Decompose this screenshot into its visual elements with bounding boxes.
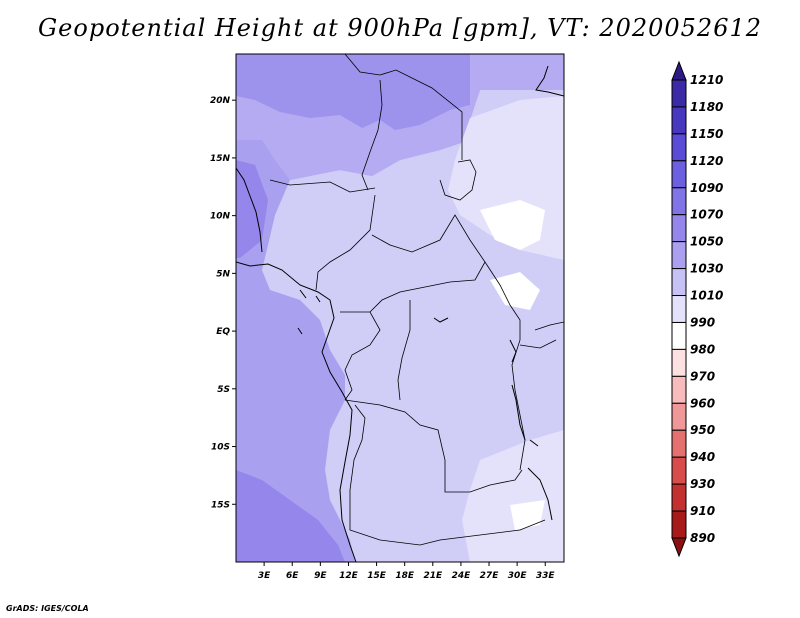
colorbar-cell <box>671 268 687 297</box>
x-tick-label: 21E <box>423 571 443 581</box>
colorbar-label: 1050 <box>690 235 723 249</box>
field-zone-ocean-deep <box>236 160 345 562</box>
x-tick-label: 12E <box>339 571 359 581</box>
coastline <box>236 261 357 562</box>
lakes <box>297 289 553 521</box>
country-borders <box>269 54 564 546</box>
colorbar-label: 1180 <box>690 100 723 114</box>
colorbar-cell <box>671 348 687 377</box>
colorbar-label: 890 <box>690 531 715 545</box>
colorbar-label: 960 <box>690 396 715 410</box>
colorbar-cell <box>671 214 687 243</box>
colorbar-cell <box>671 483 687 512</box>
chart-title: Geopotential Height at 900hPa [gpm], VT:… <box>38 14 762 42</box>
x-axis: 3E 6E 9E 12E 15E 18E 21E 24E 27E 30E 33E <box>258 562 556 581</box>
colorbar-label: 940 <box>690 450 715 464</box>
colorbar-cell <box>671 321 687 350</box>
colorbar-label: 1120 <box>690 154 723 168</box>
colorbar-cell <box>671 106 687 135</box>
political-boundaries <box>236 54 564 562</box>
y-tick-label: 10S <box>211 443 230 453</box>
y-tick-label: 5N <box>216 269 230 279</box>
y-tick-label: 10N <box>210 212 231 222</box>
colorbar-label: 1030 <box>690 262 723 276</box>
map-frame <box>235 53 565 563</box>
x-tick-label: 30E <box>508 571 528 581</box>
coastline-north <box>236 167 263 253</box>
colorbar-cell <box>671 79 687 108</box>
x-tick-label: 3E <box>258 571 271 581</box>
x-tick-label: 27E <box>480 571 500 581</box>
field-zone-white <box>480 200 545 530</box>
x-tick-label: 9E <box>314 571 327 581</box>
y-axis: 20N 15N 10N 5N EQ 5S 10S 15S <box>210 96 236 510</box>
x-tick-label: 6E <box>286 571 299 581</box>
x-tick-label: 24E <box>452 571 472 581</box>
colorbar-cell <box>671 429 687 458</box>
colorbar-label: 1070 <box>690 208 723 222</box>
colorbar-label: 990 <box>690 315 715 329</box>
y-tick-label: 20N <box>210 96 231 106</box>
colorbar-label: 1210 <box>690 73 723 87</box>
y-tick-label: EQ <box>216 327 230 337</box>
colorbar-label: 950 <box>690 423 715 437</box>
colorbar-cell <box>671 402 687 431</box>
colorbar-extend-top <box>671 60 687 81</box>
colorbar-label: 970 <box>690 369 715 383</box>
x-tick-label: 18E <box>395 571 415 581</box>
colorbar-extend-bottom <box>671 537 687 558</box>
colorbar-label: 910 <box>690 504 715 518</box>
coastline-east <box>535 65 564 97</box>
height-field <box>236 54 564 562</box>
colorbar-cell <box>671 456 687 485</box>
colorbar-cell <box>671 133 687 162</box>
y-tick-label: 15N <box>210 154 231 164</box>
colorbar-label: 930 <box>690 477 715 491</box>
x-tick-label: 15E <box>367 571 387 581</box>
credit-label: GrADS: IGES/COLA <box>6 604 89 613</box>
colorbar-cell <box>671 295 687 323</box>
colorbar: 1210 1180 1150 1120 1090 1070 1050 1030 1010 990 9… <box>671 60 723 558</box>
colorbar-cell <box>671 375 687 404</box>
colorbar-cell <box>671 510 687 539</box>
field-zone-north-dark <box>236 54 470 130</box>
colorbar-cell <box>671 241 687 270</box>
colorbar-label: 1090 <box>690 181 723 195</box>
y-tick-label: 5S <box>217 385 230 395</box>
x-tick-label: 33E <box>536 571 556 581</box>
y-tick-label: 15S <box>211 500 230 510</box>
colorbar-cell <box>671 187 687 216</box>
colorbar-cell <box>671 160 687 189</box>
colorbar-label: 1150 <box>690 127 723 141</box>
colorbar-label: 1010 <box>690 289 723 303</box>
colorbar-label: 980 <box>690 342 715 356</box>
field-zone-east-light-2 <box>462 430 564 562</box>
